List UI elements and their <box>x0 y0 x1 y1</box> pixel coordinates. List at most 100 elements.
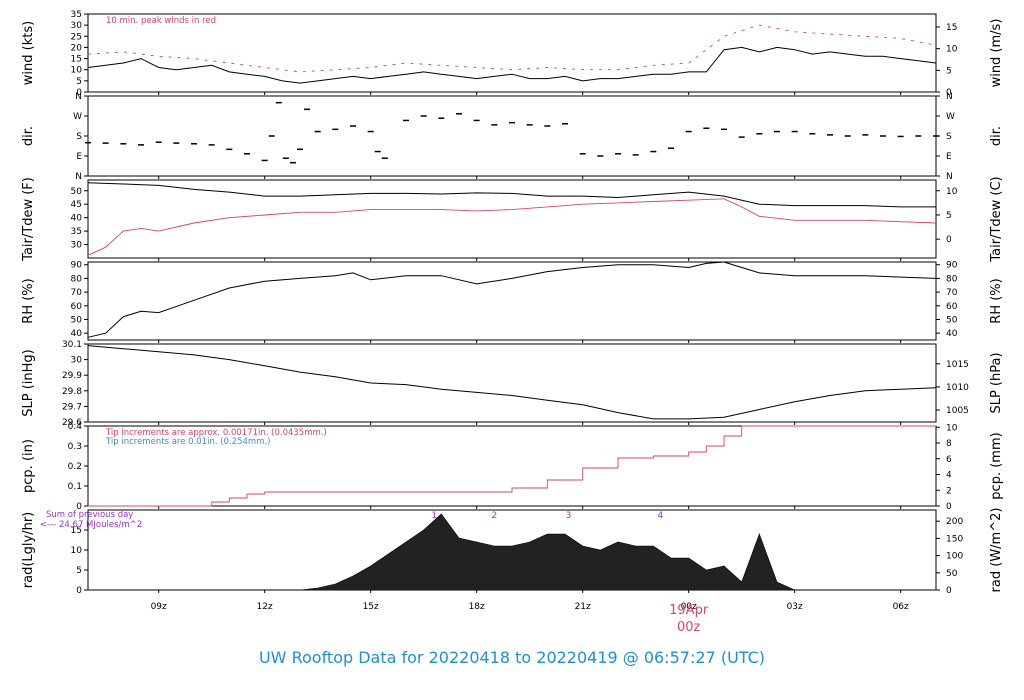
y-tick-label: N <box>75 172 82 182</box>
y-axis-label-left: pcp. (in) <box>21 439 36 493</box>
date-label: 19Apr <box>669 603 709 618</box>
panel-frame <box>87 13 937 93</box>
y-tick-label: 35 <box>71 227 82 237</box>
period-marker: 2 <box>491 511 497 521</box>
panel-frame <box>87 95 937 177</box>
y-tick-label: 10 <box>71 66 83 76</box>
period-marker: 1 <box>431 511 437 521</box>
y2-tick-label: 1015 <box>946 360 969 370</box>
y-tick-label: 29.6 <box>62 418 82 428</box>
x-tick-label: 12z <box>257 602 273 612</box>
x-tick-label: 03z <box>787 602 803 612</box>
y-tick-label: 15 <box>71 55 82 65</box>
y-axis-label-right: pcp. (mm) <box>989 432 1004 499</box>
y-tick-label: 50 <box>71 315 83 325</box>
y-tick-label: W <box>73 112 82 122</box>
x-tick-label: 18z <box>469 602 485 612</box>
y2-tick-label: 200 <box>946 517 963 527</box>
y-axis-label-right: RH (%) <box>989 278 1004 323</box>
annotation: Tip increments are 0.01in. (0.254mm.) <box>105 437 270 447</box>
y-tick-label: 10 <box>71 546 83 556</box>
y2-tick-label: 100 <box>946 552 963 562</box>
y-axis-label-left: Tair/Tdew (F) <box>21 177 36 262</box>
y-tick-label: E <box>76 152 82 162</box>
date-label-hour: 00z <box>677 620 701 635</box>
y2-tick-label: E <box>946 152 952 162</box>
y-tick-label: 30 <box>71 241 83 251</box>
y2-tick-label: 0 <box>946 235 952 245</box>
y2-tick-label: 10 <box>946 187 958 197</box>
y2-tick-label: 5 <box>946 66 952 76</box>
y2-tick-label: 15 <box>946 23 957 33</box>
y2-tick-label: 0 <box>946 88 952 98</box>
series-line-pcp-0 <box>88 425 936 507</box>
y2-tick-label: 50 <box>946 315 958 325</box>
y-axis-label-right: dir. <box>989 126 1004 146</box>
y2-tick-label: 10 <box>946 45 958 55</box>
y-tick-label: 29.7 <box>62 402 82 412</box>
y-tick-label: 0.1 <box>68 482 82 492</box>
y-tick-label: 5 <box>76 77 82 87</box>
y-tick-label: N <box>75 92 82 102</box>
annotation: <--- 24.67 MJoules/m^2 <box>40 520 142 530</box>
y-tick-label: 0 <box>76 88 82 98</box>
y-tick-label: 15 <box>71 526 82 536</box>
y2-tick-label: 0 <box>946 502 952 512</box>
y-tick-label: 40 <box>71 329 83 339</box>
y-tick-label: 0 <box>76 586 82 596</box>
y2-tick-label: 8 <box>946 439 952 449</box>
y2-tick-label: 10 <box>946 423 958 433</box>
y-axis-label-left: wind (kts) <box>21 21 36 85</box>
y2-tick-label: 90 <box>946 261 958 271</box>
y-axis-label-left: SLP (inHg) <box>21 349 36 417</box>
y-axis-label-right: Tair/Tdew (C) <box>989 176 1004 262</box>
panel-temp: 30 35 40 45 50 0 5 10 Tair/Tdew (F) Tair/Tdew (C) <box>21 176 1004 262</box>
y-axis-label-right: rad (W/m^2) <box>989 508 1004 593</box>
y-tick-label: 29.9 <box>62 371 82 381</box>
x-tick-label: 09z <box>151 602 167 612</box>
series-line-temp-0 <box>87 182 936 208</box>
series-line-wind-1 <box>87 24 937 73</box>
y-axis-label-right: SLP (hPa) <box>989 352 1004 413</box>
y-tick-label: 0.3 <box>68 442 82 452</box>
y2-tick-label: N <box>946 172 953 182</box>
series-line-wind-0 <box>87 46 937 84</box>
panel-frame <box>87 343 937 423</box>
y2-tick-label: 50 <box>946 569 958 579</box>
y-tick-label: 60 <box>71 302 83 312</box>
y-tick-label: S <box>76 132 82 142</box>
y-axis-label-right: wind (m/s) <box>989 19 1004 88</box>
series-line-slp-0 <box>87 345 937 420</box>
y-axis-label-left: dir. <box>21 126 36 146</box>
x-tick-label: 21z <box>575 602 591 612</box>
series-line-temp-1 <box>87 198 937 256</box>
x-tick-label: 15z <box>363 602 379 612</box>
footer-title: UW Rooftop Data for 20220418 to 20220419… <box>258 648 766 667</box>
panel-frame <box>87 261 937 341</box>
panel-pcp: 0 0.1 0.2 0.3 0.4 0 2 4 6 8 10 pcp. (in) pcp. (mm) Ti… <box>21 422 1004 512</box>
y-tick-label: 5 <box>76 566 82 576</box>
radiation-area <box>299 513 813 591</box>
y-tick-label: 29.8 <box>62 387 82 397</box>
y2-tick-label: 70 <box>946 288 958 298</box>
y-tick-label: 70 <box>71 288 83 298</box>
y2-tick-label: 150 <box>946 534 963 544</box>
y2-tick-label: 80 <box>946 274 958 284</box>
series-line-rh-0 <box>87 261 937 338</box>
y-tick-label: 30.1 <box>62 340 82 350</box>
period-marker: 4 <box>658 511 664 521</box>
y-tick-label: 20 <box>71 43 83 53</box>
x-tick-label: 00z <box>681 602 697 612</box>
y-tick-label: 0.2 <box>68 462 82 472</box>
y-tick-label: 80 <box>71 274 83 284</box>
y2-tick-label: W <box>946 112 955 122</box>
annotation: Tip increments are approx. 0.00171in. (0… <box>105 428 327 438</box>
y-tick-label: 45 <box>71 200 82 210</box>
y2-tick-label: N <box>946 92 953 102</box>
y-tick-label: 35 <box>71 10 82 20</box>
